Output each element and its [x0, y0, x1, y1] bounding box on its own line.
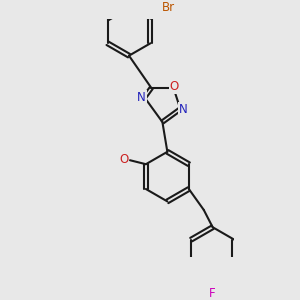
Text: O: O	[170, 80, 179, 93]
Text: Br: Br	[162, 1, 175, 14]
Text: F: F	[209, 287, 216, 300]
Text: N: N	[137, 91, 146, 104]
Text: O: O	[119, 153, 128, 166]
Text: N: N	[179, 103, 188, 116]
